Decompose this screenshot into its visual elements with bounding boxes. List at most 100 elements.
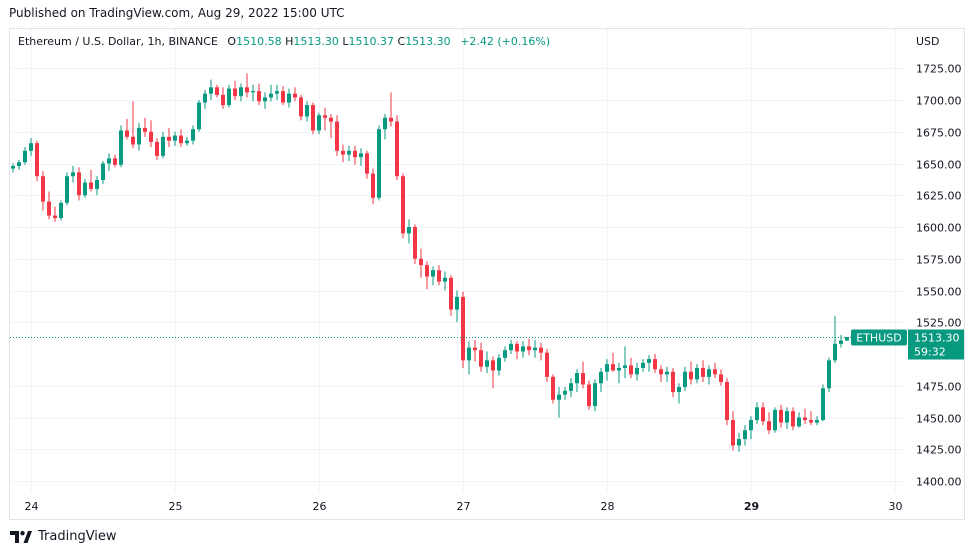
candle (359, 148, 363, 167)
legend-open-label: O (227, 35, 237, 48)
candle (371, 168, 375, 205)
footer-branding[interactable]: TradingView (10, 529, 117, 544)
tradingview-logo-icon (10, 530, 32, 543)
currency-label: USD (916, 35, 940, 48)
candle-body (689, 371, 693, 380)
candle-body (509, 343, 513, 351)
candle (743, 425, 747, 446)
candle-body (545, 352, 549, 377)
candle (539, 342, 543, 361)
candle (305, 101, 309, 122)
candle-body (353, 150, 357, 158)
candle (449, 275, 453, 316)
candle (389, 92, 393, 127)
candle (77, 167, 81, 201)
candle (767, 412, 771, 435)
candle-body (359, 153, 363, 158)
candle-body (713, 369, 717, 375)
candle (701, 360, 705, 382)
candle-body (29, 143, 33, 151)
candle (251, 84, 255, 102)
candle (737, 432, 741, 452)
candle (581, 361, 585, 389)
candle (257, 83, 261, 106)
candle-body (281, 91, 285, 103)
candle-body (467, 347, 471, 361)
candle (599, 367, 603, 393)
candle (233, 80, 237, 100)
candle-body (647, 359, 651, 363)
candle-body (821, 388, 825, 421)
candle (629, 357, 633, 379)
candle-body (755, 407, 759, 421)
candle (509, 340, 513, 354)
candle-body (665, 371, 669, 375)
symbol-tag-bg (851, 329, 907, 346)
candle (821, 384, 825, 422)
y-tick-label: 1550.00 (916, 286, 962, 299)
candle (803, 408, 807, 424)
candle-body (815, 420, 819, 423)
candle (191, 125, 195, 145)
candle-body (719, 374, 723, 382)
candle-body (683, 371, 687, 388)
candle (827, 357, 831, 393)
chart-legend: Ethereum / U.S. Dollar, 1h, BINANCE O151… (18, 35, 550, 48)
candle (281, 86, 285, 106)
candle (161, 131, 165, 159)
candle (683, 366, 687, 391)
candle-body (47, 201, 51, 216)
candle-body (179, 135, 183, 144)
candle-body (431, 270, 435, 277)
candle-body (833, 343, 837, 361)
candle-body (95, 180, 99, 189)
published-caption: Published on TradingView.com, Aug 29, 20… (9, 6, 345, 20)
candle (461, 291, 465, 368)
candle-body (113, 158, 117, 165)
legend-close-label: C (397, 35, 406, 48)
candle (377, 125, 381, 201)
candle (587, 380, 591, 410)
candle-body (101, 163, 105, 181)
candle-body (383, 117, 387, 130)
candle (317, 112, 321, 135)
candle-body (11, 166, 15, 169)
candle (719, 369, 723, 386)
candle (125, 119, 129, 140)
candle (149, 120, 153, 147)
candle (659, 365, 663, 382)
candle-body (377, 129, 381, 198)
candle-body (107, 158, 111, 164)
candle (155, 138, 159, 160)
candle (707, 365, 711, 385)
candle-body (677, 387, 681, 393)
candle (551, 374, 555, 404)
candle (623, 346, 627, 379)
candle-body (473, 347, 477, 351)
legend-high-label: H (285, 35, 294, 48)
candle-body (239, 87, 243, 97)
candle (47, 191, 51, 220)
candle-body (233, 88, 237, 97)
legend-close-value: 1513.30 (405, 35, 451, 48)
candle (89, 169, 93, 192)
candle-body (791, 411, 795, 427)
candle (143, 117, 147, 137)
candle (395, 115, 399, 181)
candle-body (581, 373, 585, 385)
candle (335, 115, 339, 156)
candle-body (251, 91, 255, 93)
x-tick-label: 28 (601, 500, 615, 513)
candle-body (413, 227, 417, 259)
candle-body (311, 105, 315, 131)
candle (785, 407, 789, 429)
candle-body (191, 129, 195, 141)
chart-frame[interactable] (9, 28, 965, 520)
candle (137, 122, 141, 151)
candle-body (71, 172, 75, 177)
candle (299, 94, 303, 121)
candle (485, 351, 489, 374)
candle (605, 359, 609, 381)
